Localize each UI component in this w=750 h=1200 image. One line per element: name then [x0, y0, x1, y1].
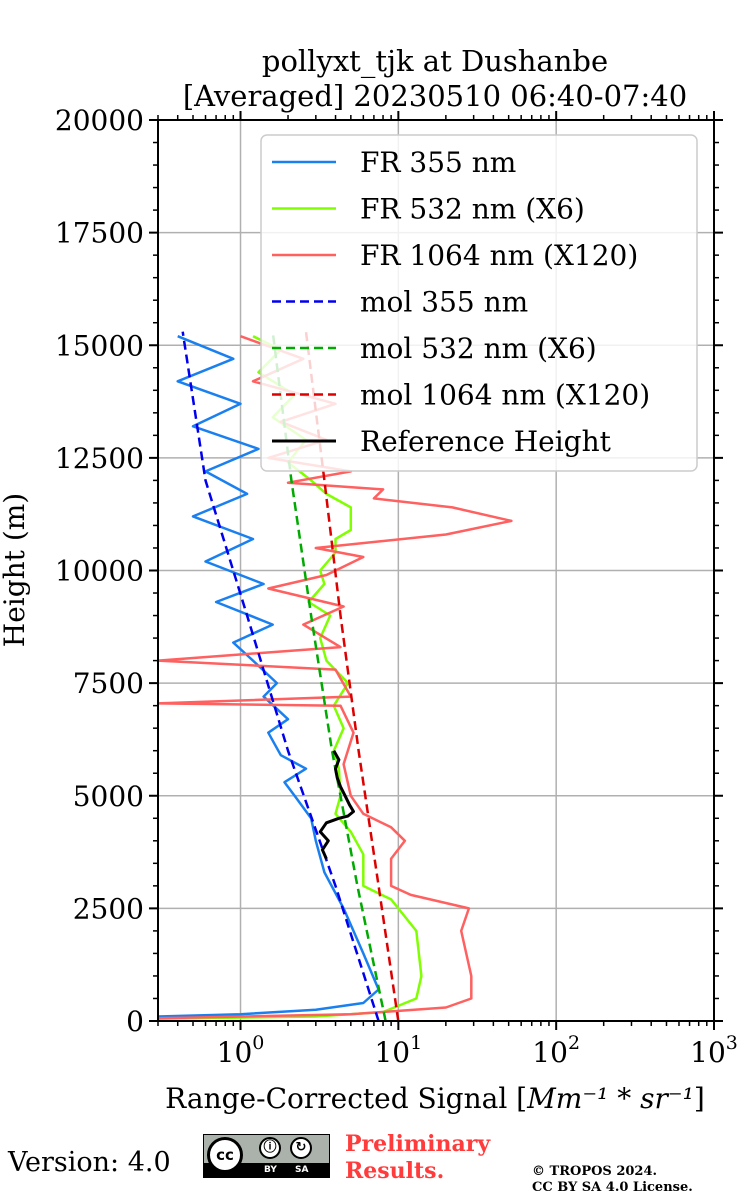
y-tick-label: 10000	[55, 555, 144, 588]
cc-by-tag: BY	[264, 1165, 277, 1175]
series-line-mol-532-nm-x6	[271, 331, 387, 1021]
x-tick-labels: 100 101 102 103	[217, 1032, 738, 1069]
x-tick-base: 10	[690, 1036, 726, 1069]
y-tick-label: 15000	[55, 329, 144, 362]
series-line-fr-355-nm	[158, 335, 380, 1018]
y-tick-label: 0	[126, 1005, 144, 1038]
cc-by-icon: ⓘ	[259, 1137, 281, 1159]
x-tick-exponent: 2	[568, 1032, 580, 1054]
series-line-mol-355-nm	[181, 331, 380, 1021]
x-axis-label-unit: Mm⁻¹ * sr⁻¹	[526, 1082, 694, 1115]
preliminary-line2: Results.	[345, 1158, 445, 1184]
x-tick-exponent: 3	[726, 1032, 738, 1054]
chart-title-line1: pollyxt_tjk at Dushanbe	[262, 44, 608, 79]
chart-title-line2: [Averaged] 20230510 06:40-07:40	[183, 79, 687, 113]
y-tick-labels: 0 2500 5000 7500 10000 12500 15000 17500 20000	[55, 104, 144, 1038]
x-axis-label: Range-Corrected Signal [Mm⁻¹ * sr⁻¹]	[165, 1082, 705, 1115]
y-tick-label: 2500	[73, 892, 144, 925]
y-tick-label: 5000	[73, 780, 144, 813]
legend-box	[260, 134, 698, 472]
x-tick-label: 100	[217, 1032, 265, 1069]
legend-label: mol 1064 nm (X120)	[360, 379, 650, 412]
series-line-mol-1064-nm-x120	[304, 331, 400, 1021]
legend-label: Reference Height	[360, 425, 612, 458]
x-tick-exponent: 0	[252, 1032, 264, 1054]
x-tick-label: 102	[532, 1032, 580, 1069]
x-tick-exponent: 1	[410, 1032, 422, 1054]
version-label: Version: 4.0	[8, 1147, 171, 1178]
legend: FR 355 nm FR 532 nm (X6) FR 1064 nm (X120)…	[260, 134, 698, 472]
y-tick-label: 7500	[73, 667, 144, 700]
chart: 100 101 102 103 025005000750010000125001500…	[0, 44, 738, 1115]
x-tick-base: 10	[532, 1036, 568, 1069]
y-tick-label: 20000	[55, 104, 144, 137]
y-tick-label: 17500	[55, 217, 144, 250]
x-tick-label: 103	[690, 1032, 738, 1069]
plot-frame	[157, 119, 715, 1022]
legend-label: FR 532 nm (X6)	[360, 193, 585, 226]
x-axis-label-text: Range-Corrected Signal [	[165, 1082, 527, 1115]
legend-label: FR 1064 nm (X120)	[360, 239, 638, 272]
legend-label: mol 532 nm (X6)	[360, 332, 597, 365]
x-tick-base: 10	[374, 1036, 410, 1069]
copyright-line2: CC BY SA 4.0 License.	[532, 1180, 693, 1195]
legend-label: FR 355 nm	[360, 146, 516, 179]
copyright-note: © TROPOS 2024. CC BY SA 4.0 License.	[532, 1164, 693, 1196]
series-line-reference-height	[318, 749, 355, 860]
preliminary-results-note: Preliminary Results.	[345, 1131, 490, 1185]
x-axis-label-close: ]	[694, 1082, 705, 1115]
preliminary-line1: Preliminary	[345, 1131, 491, 1157]
copyright-line1: © TROPOS 2024.	[532, 1164, 658, 1179]
cc-license-badge: cc ⓘ ↻ BY SA	[203, 1134, 330, 1178]
cc-logo-icon: cc	[207, 1137, 243, 1173]
y-tick-label: 12500	[55, 442, 144, 475]
legend-label: mol 355 nm	[360, 286, 528, 319]
y-axis-label: Height (m)	[0, 493, 31, 647]
x-tick-base: 10	[217, 1036, 253, 1069]
cc-sa-icon: ↻	[290, 1137, 312, 1159]
x-tick-label: 101	[374, 1032, 422, 1069]
cc-sa-tag: SA	[295, 1165, 309, 1175]
